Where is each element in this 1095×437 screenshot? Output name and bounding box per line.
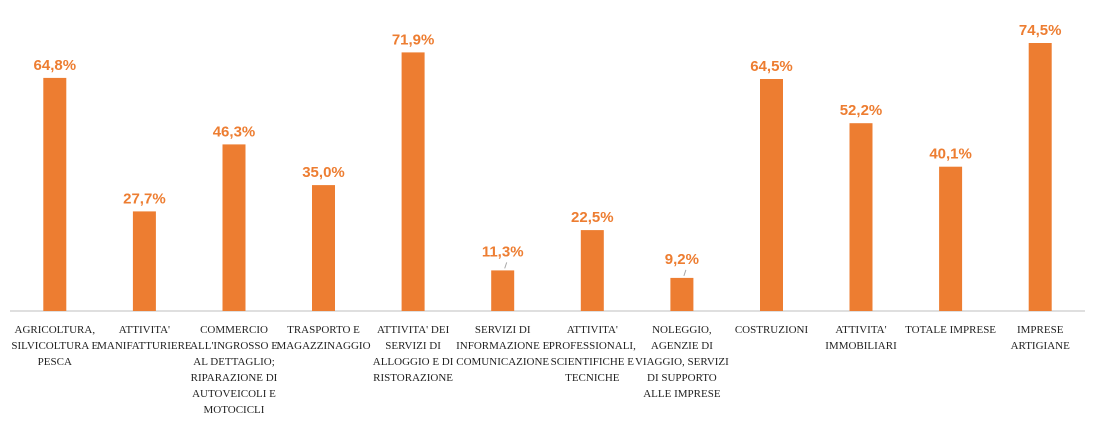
category-label-line: TOTALE IMPRESE [905,324,996,336]
data-label-leader-line [683,269,687,277]
category-label-line: AGENZIE DI [651,340,713,352]
bar [939,166,963,311]
category-label-line: ARTIGIANE [1011,340,1070,352]
category-label-line: ALL'INGROSSO E [190,340,278,352]
data-label: 22,5% [571,209,614,226]
bar [760,79,783,311]
category-label-line: AL DETTAGLIO; [193,356,275,368]
category-labels-group: AGRICOLTURA, SILVICOLTURA E PESCA ATTIVITA'… [11,324,1070,416]
bar [401,52,425,312]
category-label-line: TECNICHE [565,372,620,384]
data-label: 40,1% [929,146,972,163]
bar [312,185,335,311]
category-label: TOTALE IMPRESE [905,324,996,336]
category-label-line: INFORMAZIONE E [456,340,549,352]
category-label-line: IMMOBILIARI [825,340,897,352]
category-label-line: ALLOGGIO E DI [373,356,454,368]
bar [670,277,694,311]
category-label-line: AUTOVEICOLI E [192,388,276,400]
category-label-line: COMMERCIO [200,324,268,336]
category-label-line: AGRICOLTURA, [15,324,96,336]
data-label: 27,7% [123,190,166,207]
category-label-line: ATTIVITA' DEI [377,324,450,336]
category-label-line: SCIENTIFICHE E [551,356,635,368]
data-label: 35,0% [302,164,345,181]
category-label: TRASPORTO E MAGAZZINAGGIO [276,324,370,352]
category-label-line: RIPARAZIONE DI [191,372,278,384]
bar [849,123,873,311]
bar [580,230,604,311]
data-label: 46,3% [213,123,256,140]
category-label-line: COMUNICAZIONE [456,356,549,368]
data-label: 64,8% [34,57,77,74]
data-label-leader-line [504,262,508,269]
category-label: SERVIZI DI INFORMAZIONE E COMUNICAZIONE [456,324,549,368]
bar [491,270,515,311]
category-label-line: TRASPORTO E [287,324,360,336]
data-label: 74,5% [1019,22,1062,39]
data-label: 11,3% [482,243,524,260]
category-label: ATTIVITA' MANIFATTURIERE [97,324,192,352]
category-label: ATTIVITA' PROFESSIONALI, SCIENTIFICHE E TEC… [549,324,636,384]
category-label-line: SILVICOLTURA E [11,340,98,352]
category-label-line: RISTORAZIONE [373,372,453,384]
category-label-line: PROFESSIONALI, [549,340,636,352]
category-label-line: SERVIZI DI [475,324,531,336]
data-labels-group: 64,8% 27,7% 46,3% 35,0% 71,9% 11,3% 22,5% 9,2% 6… [34,22,1062,277]
category-label: COMMERCIO ALL'INGROSSO E AL DETTAGLIO; RIPA… [190,324,278,416]
category-label-line: SERVIZI DI [385,340,441,352]
category-label-line: VIAGGIO, SERVIZI [635,356,729,368]
bar [132,211,156,311]
category-label-line: DI SUPPORTO [647,372,717,384]
category-label-line: MANIFATTURIERE [97,340,192,352]
category-label: ATTIVITA' IMMOBILIARI [825,324,897,352]
category-label: COSTRUZIONI [735,324,809,336]
data-label: 64,5% [750,58,793,75]
category-label-line: MAGAZZINAGGIO [276,340,370,352]
bars-group [43,43,1052,312]
bar [43,77,67,312]
category-label-line: PESCA [38,356,72,368]
category-label-line: IMPRESE [1017,324,1064,336]
data-label: 52,2% [840,102,883,119]
category-label-line: ALLE IMPRESE [643,388,721,400]
category-label-line: COSTRUZIONI [735,324,809,336]
category-label-line: MOTOCICLI [204,404,265,416]
category-label: NOLEGGIO, AGENZIE DI VIAGGIO, SERVIZI DI SU… [635,324,729,400]
category-label-line: ATTIVITA' [567,324,618,336]
data-label: 71,9% [392,31,435,48]
category-label-line: ATTIVITA' [119,324,170,336]
data-label: 9,2% [665,251,699,268]
category-label: IMPRESE ARTIGIANE [1011,324,1070,352]
category-label-line: ATTIVITA' [835,324,886,336]
bar [222,144,246,311]
category-label: ATTIVITA' DEI SERVIZI DI ALLOGGIO E DI RIST… [373,324,454,384]
category-label-line: NOLEGGIO, [652,324,712,336]
category-label: AGRICOLTURA, SILVICOLTURA E PESCA [11,324,98,368]
bar [1028,43,1052,311]
